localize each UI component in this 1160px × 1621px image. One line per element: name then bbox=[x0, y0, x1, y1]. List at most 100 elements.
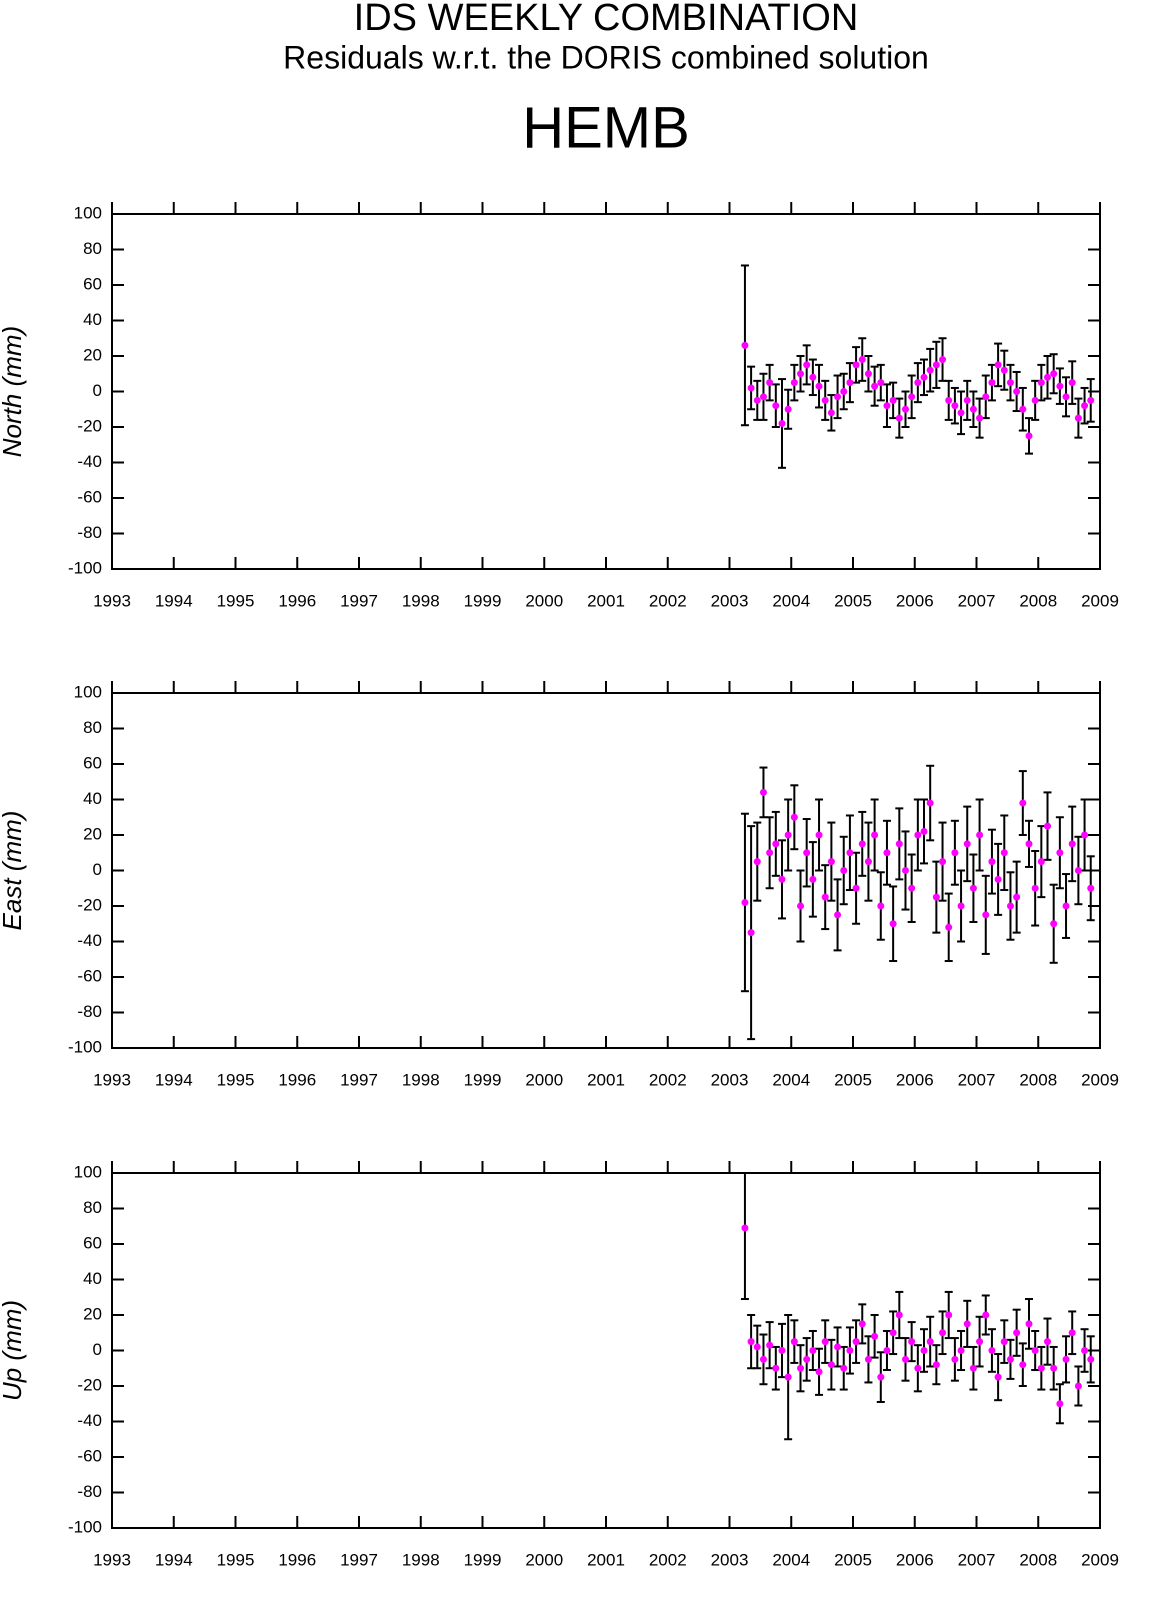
point bbox=[741, 898, 749, 906]
y-axis-label: North (mm) bbox=[0, 326, 27, 457]
point bbox=[790, 379, 798, 387]
point bbox=[877, 902, 885, 910]
point bbox=[951, 402, 959, 410]
y-tick-label: 100 bbox=[74, 203, 102, 222]
chart-title: IDS WEEKLY COMBINATION bbox=[354, 0, 859, 39]
y-tick-label: 0 bbox=[93, 381, 102, 400]
point bbox=[759, 1355, 767, 1363]
x-tick-label: 2003 bbox=[711, 591, 749, 610]
point bbox=[834, 911, 842, 919]
point bbox=[945, 396, 953, 404]
point bbox=[815, 1368, 823, 1376]
point bbox=[945, 1311, 953, 1319]
data-layer bbox=[740, 264, 1095, 469]
point bbox=[1068, 840, 1076, 848]
point bbox=[889, 396, 897, 404]
point bbox=[840, 388, 848, 395]
point bbox=[1074, 414, 1082, 422]
x-tick-label: 1999 bbox=[464, 591, 502, 610]
y-tick-label: 80 bbox=[83, 718, 102, 737]
y-tick-label: 60 bbox=[83, 1233, 102, 1252]
point bbox=[895, 840, 903, 848]
point bbox=[827, 1361, 835, 1369]
y-tick-label: 100 bbox=[74, 1162, 102, 1181]
point bbox=[914, 379, 922, 387]
y-tick-label: -100 bbox=[68, 1517, 102, 1536]
point bbox=[951, 849, 959, 857]
point bbox=[1056, 382, 1064, 390]
point bbox=[1056, 1400, 1064, 1408]
x-tick-label: 2005 bbox=[834, 1550, 872, 1569]
point bbox=[1050, 920, 1058, 928]
point bbox=[883, 849, 891, 857]
point bbox=[790, 813, 798, 821]
point bbox=[908, 393, 916, 401]
point bbox=[957, 409, 965, 417]
point bbox=[741, 1224, 749, 1232]
x-tick-label: 2005 bbox=[834, 591, 872, 610]
point bbox=[994, 1373, 1002, 1381]
y-tick-label: -40 bbox=[77, 931, 102, 950]
x-tick-label: 1995 bbox=[217, 1070, 255, 1089]
x-tick-label: 2000 bbox=[525, 591, 563, 610]
point bbox=[982, 1311, 990, 1319]
x-tick-label: 2009 bbox=[1081, 1070, 1119, 1089]
point bbox=[1013, 893, 1021, 901]
point bbox=[772, 840, 780, 848]
x-tick-label: 1997 bbox=[340, 591, 378, 610]
point bbox=[766, 849, 774, 857]
point bbox=[1000, 849, 1008, 857]
x-tick-label: 2002 bbox=[649, 1070, 687, 1089]
point bbox=[1081, 831, 1089, 839]
station-name: HEMB bbox=[522, 95, 690, 160]
point bbox=[1025, 1320, 1033, 1328]
point bbox=[1037, 1364, 1045, 1372]
x-tick-label: 1993 bbox=[93, 1070, 131, 1089]
point bbox=[858, 356, 866, 364]
x-tick-label: 1995 bbox=[217, 591, 255, 610]
point bbox=[759, 788, 767, 796]
point bbox=[920, 827, 928, 835]
x-tick-label: 2004 bbox=[772, 591, 810, 610]
point bbox=[827, 858, 835, 866]
y-tick-label: -80 bbox=[77, 1482, 102, 1501]
point bbox=[797, 370, 805, 378]
point bbox=[883, 1347, 891, 1354]
point bbox=[871, 1332, 879, 1340]
y-tick-label: -80 bbox=[77, 523, 102, 542]
point bbox=[1025, 432, 1033, 440]
point bbox=[778, 419, 786, 427]
point bbox=[1037, 858, 1045, 866]
point bbox=[963, 1320, 971, 1328]
point bbox=[939, 1329, 947, 1337]
point bbox=[951, 1355, 959, 1363]
x-tick-label: 1999 bbox=[464, 1070, 502, 1089]
point bbox=[1025, 840, 1033, 848]
chart-subtitle: Residuals w.r.t. the DORIS combined solu… bbox=[283, 39, 929, 75]
point bbox=[901, 405, 909, 413]
point bbox=[871, 831, 879, 839]
y-tick-label: -80 bbox=[77, 1002, 102, 1021]
point bbox=[747, 384, 755, 392]
x-tick-label: 1996 bbox=[278, 1070, 316, 1089]
point bbox=[858, 1320, 866, 1328]
x-tick-label: 2001 bbox=[587, 1550, 625, 1569]
point bbox=[920, 373, 928, 381]
point bbox=[1006, 379, 1014, 387]
x-tick-label: 2009 bbox=[1081, 591, 1119, 610]
point bbox=[932, 361, 940, 369]
point bbox=[753, 396, 761, 404]
point bbox=[815, 831, 823, 839]
point bbox=[852, 361, 860, 369]
point bbox=[772, 1364, 780, 1372]
x-tick-label: 2003 bbox=[711, 1070, 749, 1089]
point bbox=[914, 831, 922, 839]
point bbox=[1087, 1355, 1095, 1363]
x-tick-label: 2009 bbox=[1081, 1550, 1119, 1569]
point bbox=[895, 414, 903, 422]
point bbox=[809, 875, 817, 883]
y-tick-label: -60 bbox=[77, 487, 102, 506]
point bbox=[821, 1338, 829, 1346]
point bbox=[834, 1343, 842, 1351]
point bbox=[846, 379, 854, 387]
